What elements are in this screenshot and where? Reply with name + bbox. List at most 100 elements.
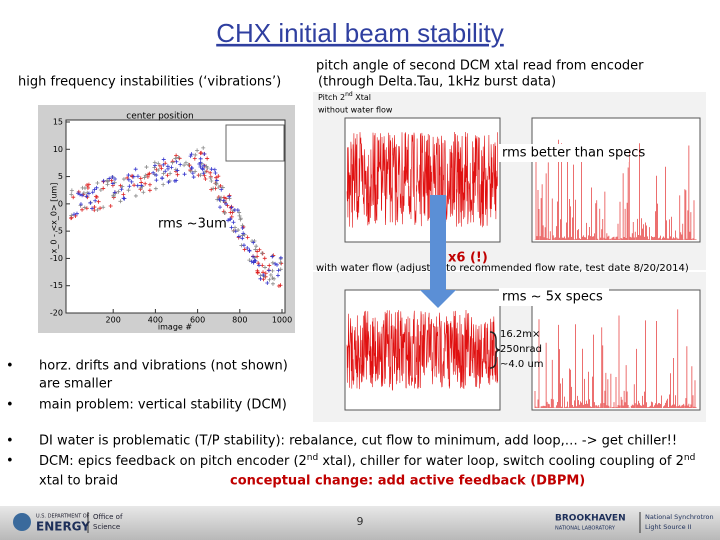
- scatter-texture: [267, 277, 272, 282]
- brace: [489, 331, 501, 369]
- scatter-texture: [94, 185, 99, 190]
- scatter-texture: [221, 198, 226, 203]
- scatter-texture: [69, 192, 74, 197]
- x-tick-label: 800: [232, 316, 247, 325]
- bullet-dot: •: [6, 398, 14, 413]
- trace-texture: [346, 309, 498, 392]
- condition: with water flow (adjusted to recommended…: [316, 263, 689, 274]
- scatter-texture: [121, 177, 126, 182]
- scatter-texture: [253, 247, 258, 252]
- scatter-texture: [141, 190, 146, 195]
- scatter-texture: [88, 200, 93, 205]
- scatter-texture: [176, 155, 181, 160]
- brace-note: 250nrad: [500, 344, 542, 355]
- scatter-texture: [213, 170, 218, 175]
- scatter-texture: [161, 157, 166, 162]
- scatter-texture: [209, 167, 214, 172]
- scatter-texture: [122, 196, 127, 201]
- scatter-texture: [101, 178, 106, 183]
- scatter-texture: [231, 208, 236, 213]
- scatter-texture: [189, 152, 194, 157]
- scatter-texture: [174, 153, 179, 158]
- x-tick-label: 400: [148, 316, 163, 325]
- scatter-texture: [186, 162, 191, 167]
- scatter-texture: [98, 206, 103, 211]
- trace-texture: [346, 131, 498, 228]
- x-tick-label: 200: [106, 316, 121, 325]
- bullet: are smaller: [39, 377, 113, 392]
- scatter-texture: [153, 163, 158, 168]
- scatter-texture: [251, 240, 256, 245]
- y-tick-label: 10: [53, 145, 63, 154]
- scatter-texture: [201, 163, 206, 168]
- scatter-texture: [135, 174, 140, 179]
- scatter-texture: [156, 168, 161, 173]
- scatter-texture: [209, 179, 214, 184]
- scatter-texture: [138, 176, 143, 181]
- scatter-texture: [119, 187, 124, 192]
- note: rms ~ 5x specs: [502, 290, 603, 305]
- arrow: [420, 195, 456, 308]
- scatter-texture: [172, 178, 177, 183]
- y-tick-label: -10: [50, 254, 63, 263]
- scatter-texture: [188, 154, 193, 159]
- scatter-texture: [220, 185, 225, 190]
- scatter-texture: [152, 165, 157, 170]
- scatter-texture: [74, 211, 79, 216]
- scatter-texture: [142, 175, 147, 180]
- bullet-dot: •: [6, 434, 14, 449]
- scatter-texture: [237, 210, 242, 215]
- bullet-part: DCM: epics feedback on pitch encoder (2: [39, 454, 307, 469]
- scatter-texture: [191, 175, 196, 180]
- scatter-texture: [257, 247, 262, 252]
- scatter-texture: [270, 260, 275, 265]
- scatter-texture: [178, 162, 183, 167]
- scatter-texture: [255, 268, 260, 273]
- scatter-texture: [147, 182, 152, 187]
- scatter-texture: [255, 254, 260, 259]
- scatter-texture: [247, 258, 252, 263]
- y-label: x_0 - <x_0> [um]: [50, 183, 59, 254]
- bnl: BROOKHAVEN: [555, 514, 626, 524]
- scatter-texture: [133, 193, 138, 198]
- scatter-texture: [126, 188, 131, 193]
- scatter-texture: [188, 169, 193, 174]
- label-part: Pitch 2: [318, 93, 345, 102]
- scatter-texture: [253, 258, 258, 263]
- scatter-texture: [236, 234, 241, 239]
- right-subtitle: pitch angle of second DCM xtal read from…: [316, 59, 644, 74]
- scatter-texture: [151, 170, 156, 175]
- scatter-texture: [214, 175, 219, 180]
- doe: ENERGY: [36, 520, 90, 534]
- bullet: main problem: vertical stability (DCM): [39, 398, 287, 413]
- scatter-texture: [224, 201, 229, 206]
- x-tick-label: 600: [190, 316, 205, 325]
- scatter-texture: [160, 176, 165, 181]
- scatter-texture: [240, 236, 245, 241]
- scatter-texture: [78, 202, 83, 207]
- y-tick-label: -20: [50, 309, 63, 318]
- bullet-sup: nd: [684, 453, 695, 463]
- legend: [225, 124, 285, 162]
- scatter-texture: [268, 272, 273, 277]
- highlight: conceptual change: add active feedback (…: [230, 474, 585, 489]
- scatter-texture: [95, 181, 100, 186]
- scatter-texture: [166, 180, 171, 185]
- scatter-texture: [231, 220, 236, 225]
- scatter-texture: [245, 235, 250, 240]
- scatter-texture: [138, 186, 143, 191]
- scatter-texture: [105, 182, 110, 187]
- scatter-texture: [133, 167, 138, 172]
- scatter-texture: [260, 251, 265, 256]
- condition: without water flow: [318, 106, 393, 115]
- scatter-texture: [213, 181, 218, 186]
- scatter-texture: [182, 163, 187, 168]
- scatter-texture: [217, 197, 222, 202]
- y-tick-label: 5: [58, 172, 63, 181]
- scatter-texture: [157, 163, 162, 168]
- brace-note: 16.2m×: [500, 329, 540, 340]
- scatter-texture: [238, 217, 243, 222]
- scatter-texture: [108, 203, 113, 208]
- bullet-sup: nd: [307, 453, 318, 463]
